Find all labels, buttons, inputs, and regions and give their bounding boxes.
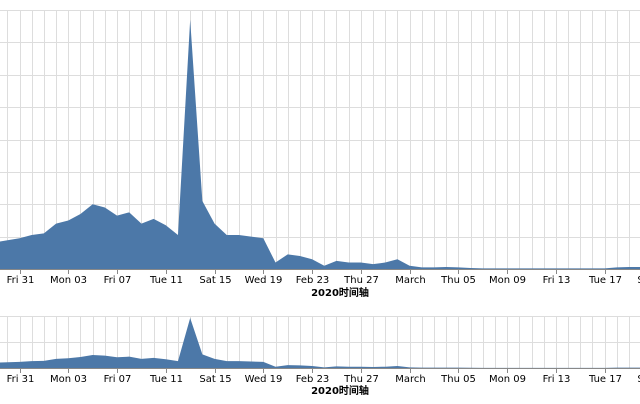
x-tick-label: Mon 03	[50, 275, 87, 286]
x-tick-label: Sat 21	[637, 275, 640, 286]
x-tick-label: Feb 23	[296, 275, 330, 286]
main-chart-panel: Fri 31 Mon 03 Fri 07 Tue 11 Sat 15 Wed 19 Feb …	[0, 10, 640, 299]
x-tick-label: Tue 17	[588, 275, 622, 286]
overview-chart-panel[interactable]: Fri 31 Mon 03 Fri 07 Tue 11 Sat 15 Wed 19 Feb …	[0, 316, 640, 397]
x-tick-label: Tue 11	[149, 374, 183, 385]
x-tick-label: Thu 27	[343, 374, 379, 385]
x-tick-label: Fri 07	[104, 374, 132, 385]
x-tick-label: Mon 09	[489, 275, 526, 286]
x-tick-label: Fri 13	[543, 275, 571, 286]
x-tick-label: Fri 13	[543, 374, 571, 385]
x-tick-label: Sat 15	[199, 275, 231, 286]
x-tick-label: Feb 23	[296, 374, 330, 385]
x-tick-label: Sat 15	[199, 374, 231, 385]
x-tick-label: Tue 17	[588, 374, 622, 385]
x-axis-title: 2020时间轴	[311, 384, 369, 397]
x-tick-label: Thu 05	[440, 374, 476, 385]
x-axis: Fri 31 Mon 03 Fri 07 Tue 11 Sat 15 Wed 19 Feb …	[0, 368, 640, 385]
x-tick-label: Fri 31	[7, 275, 35, 286]
area-series	[0, 19, 640, 270]
gridlines	[0, 10, 640, 270]
x-tick-label: March	[395, 374, 425, 385]
x-tick-label: March	[395, 275, 425, 286]
area-layer	[0, 317, 640, 368]
area-layer	[0, 19, 640, 270]
x-tick-label: Mon 03	[50, 374, 87, 385]
x-tick-label: Mon 09	[489, 374, 526, 385]
x-tick-label: Wed 19	[245, 275, 283, 286]
x-tick-label: Tue 11	[149, 275, 183, 286]
x-axis-title: 2020时间轴	[311, 286, 369, 299]
x-axis: Fri 31 Mon 03 Fri 07 Tue 11 Sat 15 Wed 19 Feb …	[0, 269, 640, 286]
x-tick-label: Fri 31	[7, 374, 35, 385]
x-tick-label: Fri 07	[104, 275, 132, 286]
x-tick-label: Sat 21	[637, 374, 640, 385]
x-tick-label: Thu 27	[343, 275, 379, 286]
area-series	[0, 317, 640, 368]
x-tick-label: Thu 05	[440, 275, 476, 286]
x-tick-label: Wed 19	[245, 374, 283, 385]
